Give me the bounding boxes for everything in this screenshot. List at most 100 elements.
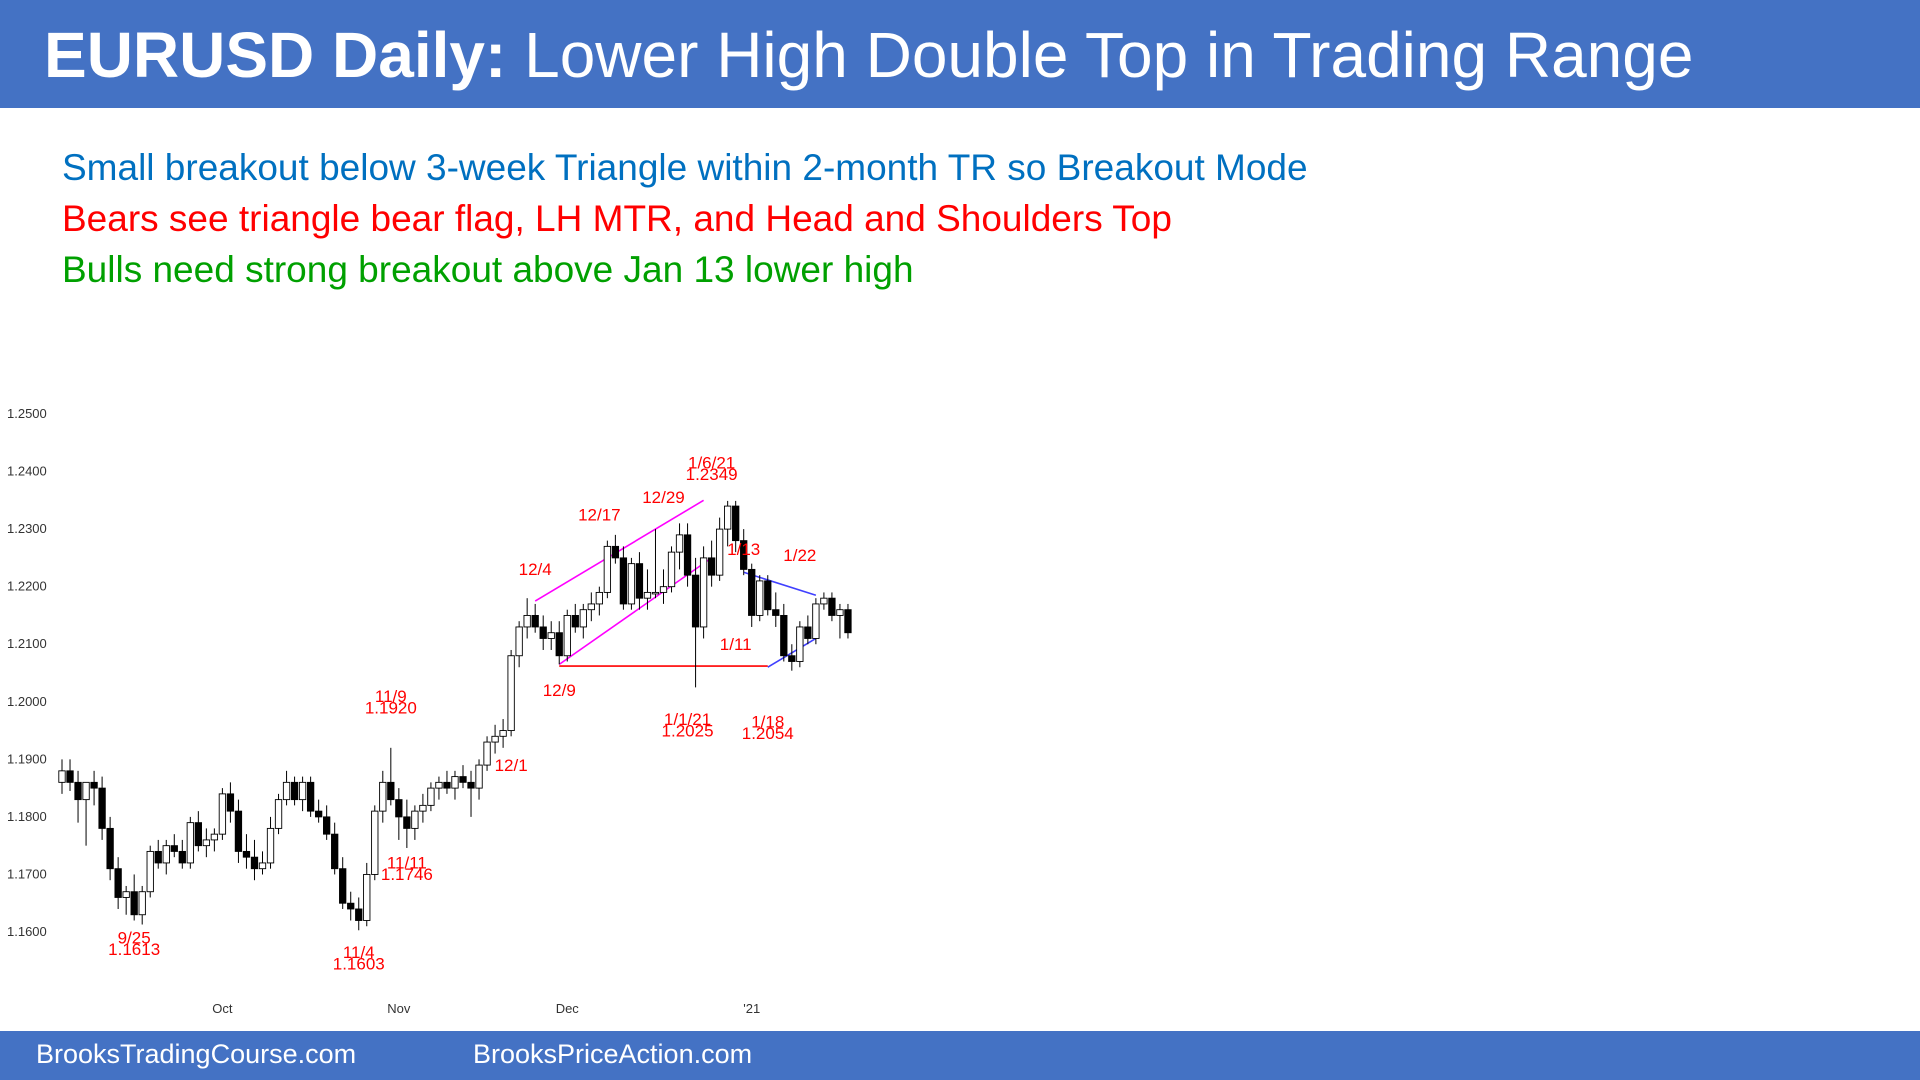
candle-body <box>627 563 636 605</box>
candle-body <box>724 505 732 530</box>
candle-body <box>170 845 178 852</box>
candle-body <box>772 609 780 616</box>
title-symbol: EURUSD Daily: <box>44 19 507 91</box>
annotation-label: 1.1603 <box>333 954 385 973</box>
y-tick-label: 1.2400 <box>7 464 47 479</box>
candle-body <box>306 781 315 812</box>
annotation-label: 12/4 <box>519 560 552 579</box>
candle-body <box>651 591 660 595</box>
candle-body <box>499 730 507 737</box>
y-tick-label: 1.2500 <box>7 406 47 421</box>
candle-body <box>820 597 828 605</box>
candle-body <box>154 850 162 864</box>
candle-body <box>451 776 459 789</box>
candle-body <box>250 856 259 870</box>
candle-body <box>218 793 227 835</box>
y-tick-label: 1.2000 <box>7 694 47 709</box>
candle-body <box>282 781 291 801</box>
annotation-label: 12/17 <box>578 505 621 524</box>
candle-body <box>828 597 836 616</box>
candle-body <box>298 781 307 801</box>
title-description: Lower High Double Top in Trading Range <box>506 19 1694 91</box>
annotation-label: 1/13 <box>727 540 760 559</box>
annotation-label: 1/22 <box>783 546 816 565</box>
candle-body <box>619 557 628 605</box>
annotation-label: 12/29 <box>642 488 685 507</box>
annotation-label: 1/1/21 <box>664 710 711 729</box>
candle-body <box>202 839 211 847</box>
candle-body <box>427 787 435 806</box>
candle-body <box>74 781 82 801</box>
candle-body <box>98 787 106 829</box>
candle-body <box>162 845 170 864</box>
annotation-label: 1.1613 <box>108 940 160 959</box>
candle-body <box>146 850 154 893</box>
candle-body <box>194 822 202 847</box>
y-tick-label: 1.2200 <box>7 579 47 594</box>
candle-body <box>547 632 555 639</box>
y-tick-label: 1.2100 <box>7 636 47 651</box>
candle-body <box>114 868 122 898</box>
candle-body <box>611 545 620 559</box>
y-tick-label: 1.1700 <box>7 866 47 881</box>
candle-body <box>90 781 98 789</box>
candle-body <box>419 804 427 812</box>
candle-body <box>780 614 788 657</box>
candle-body <box>82 781 90 801</box>
candle-body <box>659 586 668 593</box>
candle-body <box>699 557 708 628</box>
candle-body <box>587 603 595 611</box>
candle-body <box>66 770 74 783</box>
annotation-label: 1/11 <box>720 635 752 654</box>
annotation-label: 1.2349 <box>686 465 738 484</box>
candle-body <box>756 580 764 616</box>
x-tick-label: '21 <box>743 1001 760 1016</box>
note-bears: Bears see triangle bear flag, LH MTR, an… <box>62 198 1172 239</box>
candle-body <box>844 609 852 634</box>
eurusd-daily-chart: 1.2500 1.2400 1.2300 1.2200 1.2100 1.2000 1.19… <box>7 406 852 1016</box>
annotation-label: 1/6/21 <box>688 454 735 473</box>
candle-body <box>595 591 603 605</box>
candle-body <box>106 827 114 870</box>
candle-body <box>130 891 138 916</box>
candle-body <box>804 626 812 639</box>
candle-body <box>788 655 796 662</box>
candle-body <box>483 741 491 766</box>
candle-body <box>515 626 523 657</box>
candle-body <box>210 833 219 841</box>
candle-body <box>748 568 756 616</box>
candle-body <box>290 781 299 801</box>
candle-body <box>226 793 235 812</box>
annotation-label: 1/18 <box>751 713 784 732</box>
footer-link-price-action[interactable]: BrooksPriceAction.com <box>473 1039 753 1069</box>
candle-body <box>266 827 275 864</box>
annotation-label: 11/4 <box>343 943 375 962</box>
annotation-label: 1.2025 <box>662 721 714 740</box>
y-tick-label: 1.1900 <box>7 751 47 766</box>
candle-body <box>234 810 243 852</box>
x-tick-label: Oct <box>212 1001 233 1016</box>
title-bar <box>0 0 1920 108</box>
candle-body <box>314 810 323 818</box>
footer-link-trading-course[interactable]: BrooksTradingCourse.com <box>36 1039 357 1069</box>
candle-body <box>732 505 740 542</box>
candle-body <box>675 534 684 553</box>
candle-body <box>403 816 411 829</box>
candle-body <box>491 735 499 743</box>
candle-body <box>411 810 419 829</box>
x-tick-label: Nov <box>387 1001 411 1016</box>
candle-body <box>836 609 844 616</box>
candle-body <box>178 850 186 864</box>
candle-body <box>539 626 547 639</box>
annotation-label: 12/9 <box>543 681 576 700</box>
candle-body <box>643 591 652 599</box>
y-tick-label: 1.1600 <box>7 924 47 939</box>
annotation-label: 9/25 <box>118 929 151 948</box>
candle-body <box>523 614 531 628</box>
candle-body <box>507 655 515 732</box>
candle-body <box>242 850 251 858</box>
candle-body <box>387 781 395 801</box>
trendline <box>743 571 817 597</box>
candle-body <box>707 557 716 576</box>
candle-body <box>435 781 443 789</box>
